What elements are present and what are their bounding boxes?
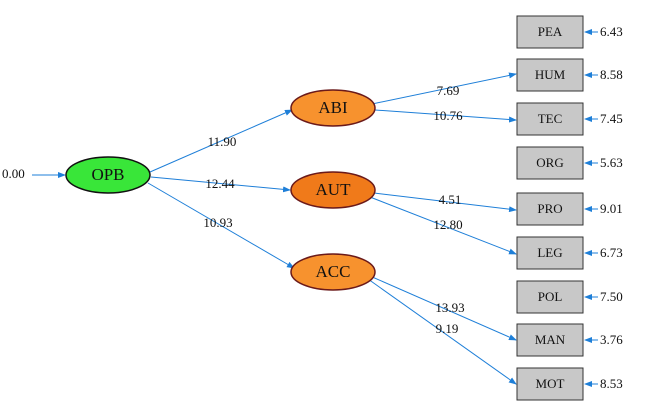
box-label: TEC [538,111,563,126]
box-label: MOT [536,376,565,391]
edge-label: 12.44 [205,176,235,191]
error-label: 6.73 [600,245,623,260]
box-label: POL [538,289,563,304]
node-label: AUT [316,180,352,199]
path-diagram: 0.00 11.90 12.44 10.93 7.69 10.76 4.51 12.80 13.… [0,0,665,405]
edge-label: 4.51 [439,192,462,207]
error-label: 9.01 [600,201,623,216]
edge-label: 9.19 [436,321,459,336]
box-label: PEA [538,24,563,39]
error-label: 8.53 [600,376,623,391]
box-label: MAN [535,332,566,347]
node-label: ACC [316,262,351,281]
error-label: 7.50 [600,289,623,304]
box-label: LEG [537,245,562,260]
edge-label: 11.90 [208,134,237,149]
node-label: OPB [91,165,124,184]
error-label: 6.43 [600,24,623,39]
box-label: ORG [536,155,563,170]
start-label: 0.00 [2,166,25,181]
edge-label: 7.69 [437,83,460,98]
box-label: PRO [537,201,562,216]
error-label: 7.45 [600,111,623,126]
edge-label: 10.76 [433,108,463,123]
error-label: 3.76 [600,332,623,347]
node-label: ABI [318,98,348,117]
error-label: 5.63 [600,155,623,170]
edge-label: 13.93 [435,300,464,315]
error-label: 8.58 [600,67,623,82]
box-label: HUM [535,67,566,82]
edge-label: 12.80 [433,217,462,232]
edge-label: 10.93 [203,215,232,230]
